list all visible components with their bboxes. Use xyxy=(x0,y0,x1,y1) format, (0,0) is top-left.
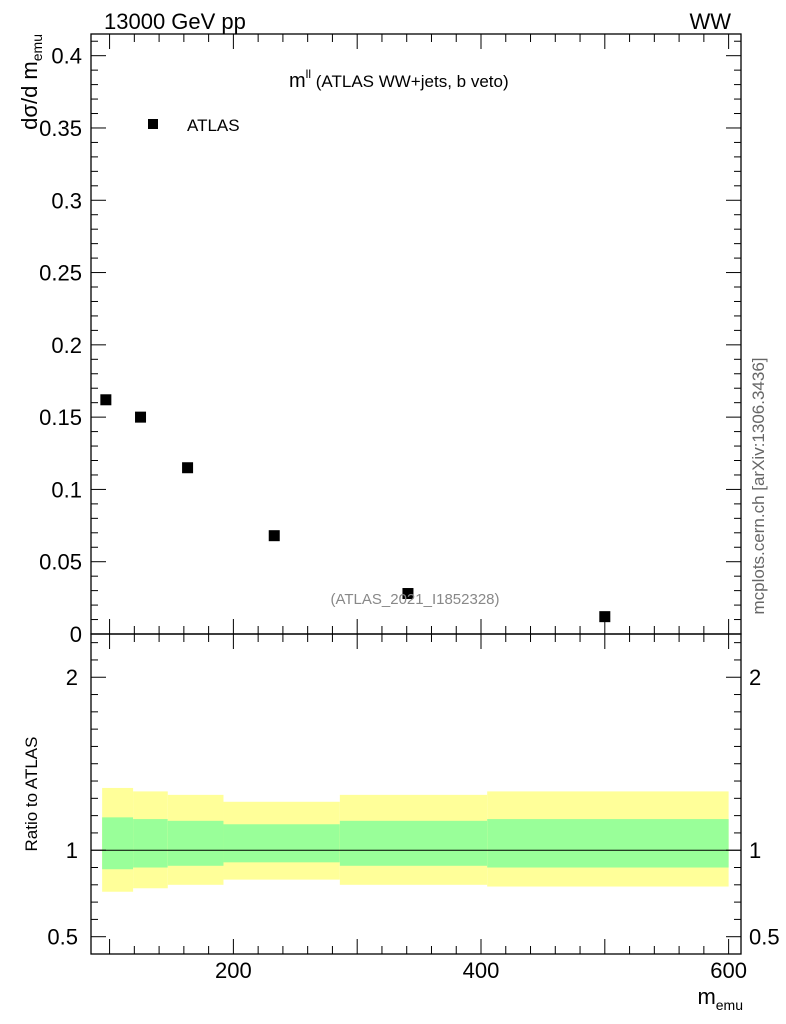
ratio-y-tick-label-right-2: 2 xyxy=(749,665,761,690)
ratio-axis-title: Ratio to ATLAS xyxy=(22,737,41,852)
side-source-label: mcplots.cern.ch [arXiv:1306.3436] xyxy=(749,357,768,614)
ratio-band-inner-2 xyxy=(167,820,224,866)
x-tick-label-1: 400 xyxy=(463,958,500,983)
main-y-tick-label-0: 0 xyxy=(70,622,82,647)
axis-tick-labels: 0 0.05 0.1 0.15 0.2 0.25 0.3 0.35 0.4 0.5 0.5 1 1 2 2 2… xyxy=(39,44,779,983)
x-tick-label-2: 600 xyxy=(710,958,747,983)
data-point-4 xyxy=(402,588,414,600)
ratio-band-inner-0 xyxy=(102,817,134,870)
main-y-tick-label-1: 0.05 xyxy=(39,550,82,575)
data-point-0 xyxy=(100,394,112,406)
main-y-tick-label-8: 0.4 xyxy=(51,44,82,69)
axis-ticks xyxy=(91,34,741,955)
x-tick-label-0: 200 xyxy=(215,958,252,983)
main-y-tick-label-3: 0.15 xyxy=(39,405,82,430)
ratio-bands xyxy=(102,787,729,892)
data-point-2 xyxy=(182,462,194,474)
y-axis-title: dσ/d memu xyxy=(17,34,45,130)
main-markers xyxy=(100,394,611,623)
ratio-band-inner-4 xyxy=(339,820,488,866)
ratio-y-tick-label-0: 0.5 xyxy=(47,925,78,950)
ratio-band-inner-1 xyxy=(133,819,168,868)
ratio-frame xyxy=(90,633,742,955)
x-axis-title: memu xyxy=(697,984,743,1013)
legend-label: ATLAS xyxy=(187,116,240,135)
ratio-y-tick-label-right-0: 0.5 xyxy=(749,925,780,950)
main-y-tick-label-6: 0.3 xyxy=(51,188,82,213)
main-y-tick-label-7: 0.35 xyxy=(39,116,82,141)
ratio-band-inner-3 xyxy=(223,824,340,863)
analysis-watermark: (ATLAS_2021_I1852328) xyxy=(330,591,499,608)
main-y-tick-label-2: 0.1 xyxy=(51,477,82,502)
legend-marker xyxy=(148,119,158,129)
ratio-y-tick-label-2: 2 xyxy=(66,665,78,690)
data-point-3 xyxy=(268,530,280,542)
data-point-1 xyxy=(135,411,147,423)
energy-label: 13000 GeV pp xyxy=(104,9,246,34)
ratio-y-tick-label-1: 1 xyxy=(66,838,78,863)
data-point-5 xyxy=(599,611,611,623)
ratio-y-tick-label-right-1: 1 xyxy=(749,838,761,863)
main-y-tick-label-5: 0.25 xyxy=(39,261,82,286)
plot-title: mll (ATLAS WW+jets, b veto) xyxy=(289,67,509,92)
ratio-band-inner-5 xyxy=(487,819,729,868)
main-y-tick-label-4: 0.2 xyxy=(51,333,82,358)
process-label: WW xyxy=(689,9,731,34)
